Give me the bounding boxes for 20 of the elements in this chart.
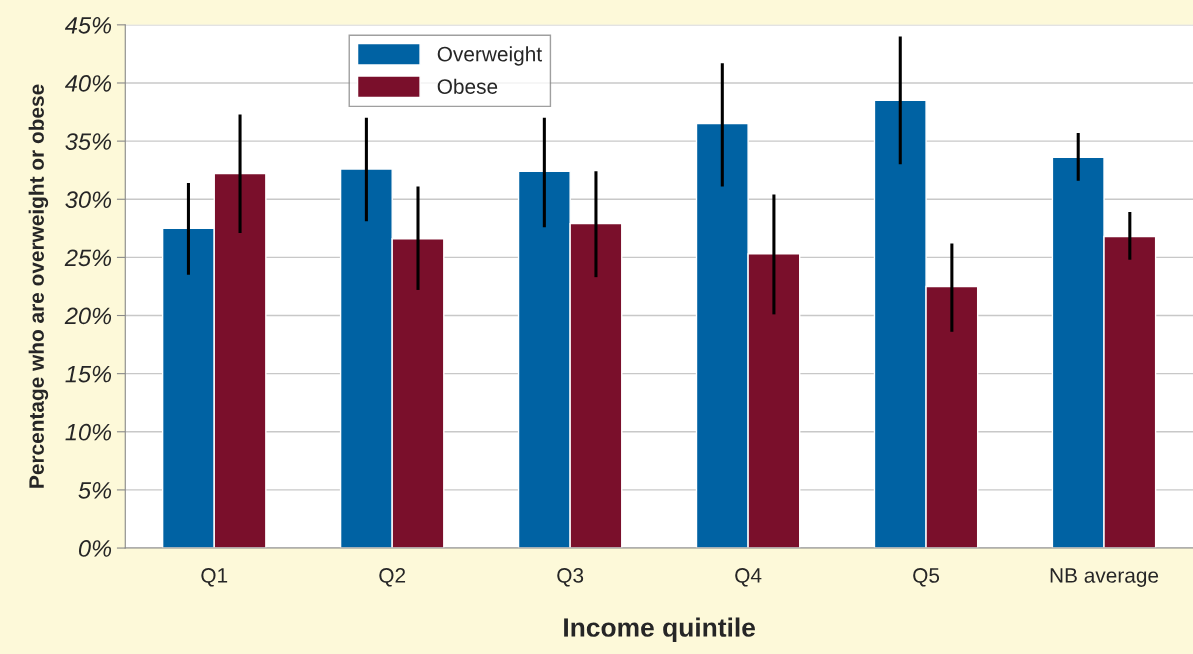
y-tick-label: 5% <box>78 482 112 499</box>
x-tick-label: Q5 <box>913 568 940 587</box>
x-tick-label: Q3 <box>557 568 584 587</box>
x-tick-label: NB average <box>1050 568 1159 587</box>
x-tick-label: Q1 <box>201 568 228 587</box>
legend-label: Overweight <box>437 46 542 66</box>
y-tick-label: 30% <box>65 191 112 209</box>
y-tick-label: 40% <box>64 75 112 92</box>
y-axis-title: Percentage who are overweight or obese <box>28 84 49 488</box>
x-tick-label: Q4 <box>735 568 762 587</box>
legend-label: Obese <box>437 78 498 94</box>
y-tick-label: 0% <box>78 540 112 557</box>
y-tick-label: 15% <box>65 365 112 383</box>
y-tick-label: 10% <box>65 423 112 441</box>
x-axis-title: Income quintile <box>564 617 756 643</box>
x-tick-label: Q2 <box>379 568 406 587</box>
y-tick-label: 20% <box>64 307 112 325</box>
y-tick-label: 25% <box>64 249 112 267</box>
y-tick-label: 45% <box>64 17 112 34</box>
y-tick-label: 35% <box>65 133 112 150</box>
